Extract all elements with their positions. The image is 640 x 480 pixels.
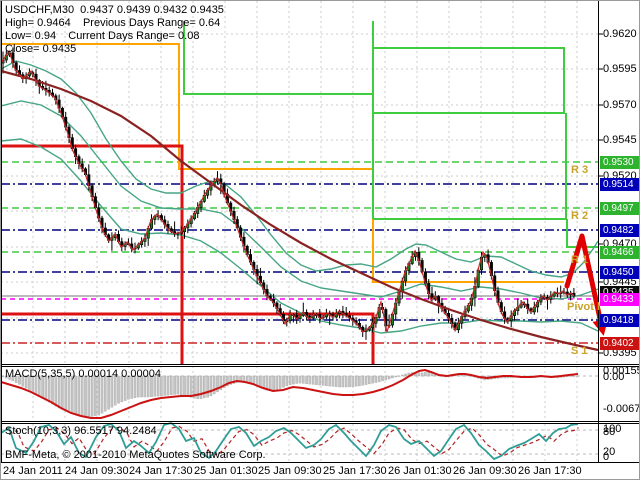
time-axis-label: 24 Jan 17:30 [129,465,193,477]
price-axis-label: 0.9620 [603,28,637,40]
symbol-ohlc-info: USDCHF,M30 0.9437 0.9439 0.9432 0.9435 [5,4,224,16]
time-axis-label: 25 Jan 01:30 [194,465,258,477]
copyright-text: BMF-Meta, © 2001-2010 MetaQuotes Softwar… [5,449,266,461]
time-axis-label: 25 Jan 09:30 [258,465,322,477]
price-badge: 0.9466 [600,245,639,259]
pivot-level-label: R 3 [571,164,589,176]
time-axis-label: 26 Jan 09:30 [453,465,517,477]
price-axis-label: 0.9395 [603,347,637,359]
price-badge: 0.9497 [600,201,639,215]
price-axis-label: 0.9545 [603,134,637,146]
pivot-level-label: R 1 [571,254,589,266]
pivot-level-label: R 2 [571,210,589,222]
price-badge: 0.9402 [600,336,639,350]
time-axis-label: 24 Jan 09:30 [65,465,129,477]
pivot-level-label: Pivot l [567,301,601,313]
price-badge: 0.9418 [600,313,639,327]
pivot-level-label: S 1 [571,345,588,357]
price-axis-label: 0 [603,451,610,463]
price-badge: 0.9514 [600,177,639,191]
price-axis-label: 0.9445 [603,276,637,288]
macd-indicator-label: MACD(5,35,5) 0.00014 0.00004 [5,368,161,380]
high-range-info: High= 0.9464 Previous Days Range= 0.64 [5,17,221,29]
price-axis-label: 0.00 [603,371,625,383]
time-axis-label: 25 Jan 17:30 [323,465,387,477]
stoch-indicator-label: Stoch(10,3,3) 96.5517 94.2484 [5,425,157,437]
price-axis-label: 0.00155 [603,365,640,377]
time-axis-label: 24 Jan 2011 [3,465,63,477]
close-info: Close= 0.9435 [5,43,77,55]
price-axis-label: 20 [603,446,616,458]
price-axis-label: -0.00673 [603,403,640,415]
price-axis-label: 100 [603,423,622,435]
time-axis-label: 26 Jan 01:30 [388,465,452,477]
price-axis-label: 80 [603,426,616,438]
low-range-info: Low= 0.94 Current Days Range= 0.08 [5,30,200,42]
price-axis-label: 0.9595 [603,63,637,75]
price-badge: 0.9530 [600,155,639,169]
price-badge: 0.9433 [600,292,639,306]
price-badge: 0.9482 [600,223,639,237]
time-axis-label: 26 Jan 17:30 [518,465,582,477]
price-badge: 0.9450 [600,265,639,279]
price-axis-label: 0.9570 [603,99,637,111]
